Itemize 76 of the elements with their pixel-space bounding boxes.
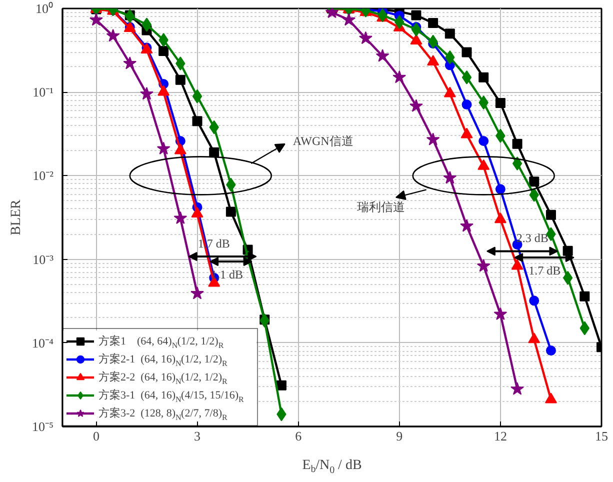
point [427, 55, 440, 66]
point [156, 142, 170, 155]
point [495, 98, 506, 108]
point [426, 132, 440, 146]
point [512, 156, 522, 170]
point [476, 259, 490, 272]
point [460, 219, 474, 232]
x-tick-label: 6 [295, 428, 302, 444]
point [443, 170, 457, 184]
point [209, 147, 220, 158]
y-tick-label: 10⁻⁴ [32, 335, 54, 350]
point [444, 86, 456, 98]
point [529, 176, 540, 187]
point [528, 332, 540, 344]
point [106, 28, 120, 42]
point [462, 47, 472, 58]
point [494, 212, 506, 224]
point [495, 184, 506, 194]
point [411, 22, 422, 37]
point [392, 70, 406, 84]
annotation: 1.7 dB [528, 264, 561, 278]
point [444, 28, 455, 39]
point [226, 206, 236, 217]
annotation: 2.3 dB [516, 231, 548, 246]
y-tick-label: 10⁻⁵ [32, 419, 54, 434]
x-tick-label: 9 [396, 428, 403, 444]
point [562, 246, 573, 256]
point [411, 10, 422, 20]
point [428, 18, 438, 28]
point [174, 144, 186, 154]
point [544, 392, 557, 404]
y-axis-title: BLER [8, 198, 24, 236]
point [462, 70, 472, 84]
x-tick-label: 3 [194, 428, 200, 444]
point [462, 100, 472, 110]
point [580, 291, 590, 302]
point [342, 12, 356, 26]
annotation: 瑞利信道 [356, 200, 405, 214]
point [511, 259, 524, 270]
point [529, 296, 540, 306]
point [410, 99, 423, 112]
y-tick-label: 10⁰ [36, 1, 54, 16]
x-tick-label: 15 [595, 428, 608, 444]
x-tick-label: 12 [494, 428, 507, 444]
point [376, 49, 390, 62]
point [276, 380, 286, 390]
point [460, 128, 473, 138]
point [494, 307, 508, 320]
point [478, 136, 489, 146]
point [546, 210, 556, 220]
point [359, 31, 372, 44]
point [378, 8, 388, 22]
annotation: AWGN信道 [292, 134, 354, 148]
x-tick-label: 0 [92, 428, 100, 444]
point [175, 74, 186, 85]
y-tick-label: 10⁻¹ [32, 84, 54, 100]
point [192, 116, 202, 126]
point [510, 382, 524, 395]
y-tick-label: 10⁻³ [32, 252, 54, 267]
point [191, 206, 204, 218]
point [190, 286, 204, 300]
point [192, 89, 202, 104]
point [142, 18, 152, 32]
point [140, 86, 154, 100]
point [410, 34, 422, 45]
point [158, 85, 170, 96]
point [478, 159, 490, 170]
point [90, 12, 103, 26]
point [512, 138, 522, 149]
point [546, 346, 556, 356]
point [123, 56, 137, 70]
point [174, 211, 188, 224]
y-tick-label: 10⁻² [32, 168, 54, 184]
point [562, 270, 573, 285]
point [158, 46, 169, 56]
point [478, 72, 489, 82]
